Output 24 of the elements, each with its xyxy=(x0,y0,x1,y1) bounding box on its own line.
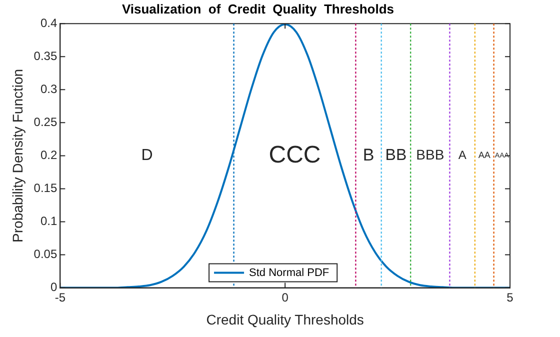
y-tick-label: 0.1 xyxy=(40,214,58,228)
annotation: B xyxy=(362,145,374,164)
x-tick-label: -5 xyxy=(54,290,66,304)
y-tick-label: 0.05 xyxy=(34,247,58,262)
x-tick-label: 0 xyxy=(282,290,289,304)
annotation: AA xyxy=(478,150,490,160)
y-axis-title: Probability Density Function xyxy=(9,68,26,242)
annotation: D xyxy=(141,147,153,164)
y-tick-label: 0.3 xyxy=(40,82,58,96)
y-tick-label: 0 xyxy=(50,280,58,294)
chart-title: Visualization of Credit Quality Thresholds xyxy=(122,1,394,16)
y-tick-label: 0.35 xyxy=(34,48,58,63)
y-tick-label: 0.15 xyxy=(34,181,58,196)
annotation: CCC xyxy=(268,141,321,168)
y-tick-label: 0.2 xyxy=(40,148,58,162)
y-tick-label: 0.4 xyxy=(40,16,58,30)
x-axis-title: Credit Quality Thresholds xyxy=(206,311,364,328)
y-tick-label: 0.25 xyxy=(34,114,58,129)
legend-label: Std Normal PDF xyxy=(249,266,330,279)
x-tick-label: 5 xyxy=(506,290,514,304)
annotation: BB xyxy=(385,147,407,164)
annotation: BBB xyxy=(416,146,444,163)
annotation: A xyxy=(458,148,466,162)
line-series xyxy=(60,24,510,288)
